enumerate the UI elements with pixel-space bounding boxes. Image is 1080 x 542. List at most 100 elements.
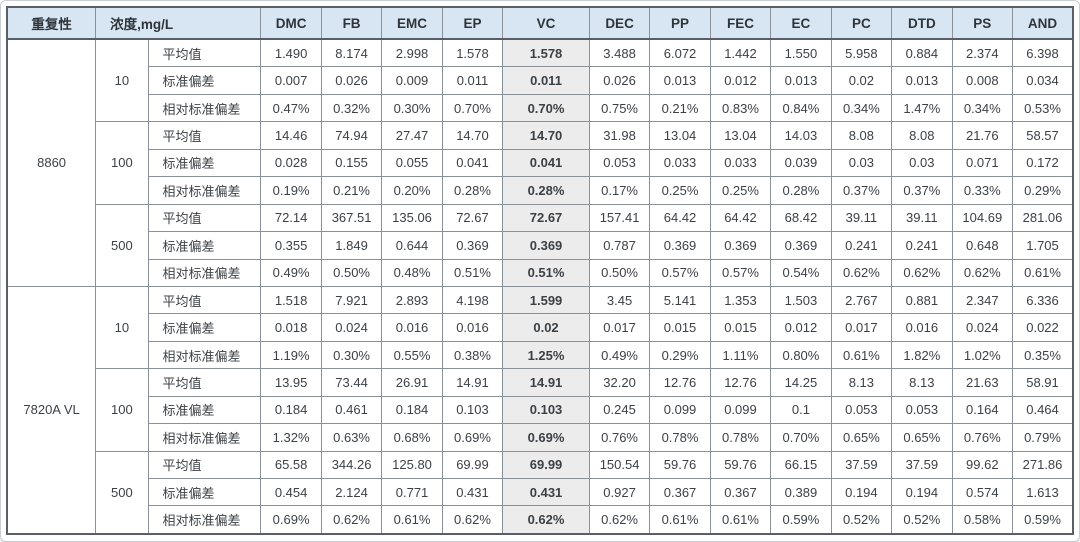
value-cell: 0.011 [441, 66, 504, 95]
table-row: 标准偏差 0.018 0.024 0.016 0.016 0.02 0.017 0.015 0.… [7, 313, 1074, 342]
value-cell: 0.21% [649, 93, 711, 123]
value-cell: 5.958 [830, 38, 893, 68]
value-cell: 0.61% [709, 505, 772, 535]
value-cell: 0.33% [951, 176, 1014, 205]
value-cell: 2.124 [320, 477, 383, 507]
value-cell: 0.009 [381, 66, 443, 95]
value-cell: 281.06 [1012, 203, 1074, 233]
value-cell: 3.488 [588, 38, 651, 68]
value-cell: 0.024 [951, 313, 1014, 342]
metric-label: 相对标准偏差 [147, 423, 262, 452]
value-cell: 14.70 [441, 121, 504, 150]
value-cell: 0.369 [502, 231, 590, 260]
column-header-pp: PP [649, 6, 711, 40]
header-concentration: 浓度,mg/L [95, 6, 262, 40]
value-cell: 0.053 [588, 148, 651, 178]
table-row: 500 平均值 65.58 344.26 125.80 69.99 69.99 150.54 5… [7, 450, 1074, 535]
value-cell: 0.62% [891, 258, 953, 287]
metric-label: 平均值 [147, 285, 262, 315]
table-row: 标准偏差 0.007 0.026 0.009 0.011 0.011 0.026 0.013 0… [7, 66, 1074, 95]
value-cell: 1.47% [891, 93, 953, 123]
value-cell: 0.461 [320, 395, 383, 425]
value-cell: 8.08 [891, 121, 953, 150]
value-cell: 2.998 [381, 38, 443, 68]
metric-label: 平均值 [147, 203, 262, 233]
value-cell: 14.25 [770, 368, 832, 397]
value-cell: 0.164 [951, 395, 1014, 425]
value-cell: 0.155 [320, 148, 383, 178]
value-cell: 1.578 [441, 38, 504, 68]
value-cell: 0.369 [649, 231, 711, 260]
value-cell: 0.69% [260, 505, 322, 535]
value-cell: 2.767 [830, 285, 893, 315]
column-header-dec: DEC [588, 6, 651, 40]
value-cell: 0.02 [502, 313, 590, 342]
value-cell: 21.76 [951, 121, 1014, 150]
value-cell: 0.041 [441, 148, 504, 178]
value-cell: 0.026 [320, 66, 383, 95]
value-cell: 0.012 [709, 66, 772, 95]
value-cell: 0.25% [709, 176, 772, 205]
metric-label: 相对标准偏差 [147, 340, 262, 370]
value-cell: 65.58 [260, 450, 322, 480]
value-cell: 13.04 [649, 121, 711, 150]
value-cell: 0.52% [891, 505, 953, 535]
value-cell: 0.011 [502, 66, 590, 95]
value-cell: 0.103 [502, 395, 590, 425]
metric-label: 平均值 [147, 450, 262, 480]
value-cell: 14.91 [502, 368, 590, 397]
value-cell: 0.016 [381, 313, 443, 342]
value-cell: 0.70% [770, 423, 832, 452]
value-cell: 0.015 [649, 313, 711, 342]
value-cell: 0.50% [320, 258, 383, 287]
value-cell: 125.80 [381, 450, 443, 480]
table-row: 7820A VL 10 平均值 1.518 7.921 2.893 4.198 1.599 3.… [6, 285, 1074, 535]
concentration-cell: 100 [95, 121, 149, 205]
value-cell: 0.369 [770, 231, 832, 260]
column-header-vc: VC [502, 6, 590, 40]
value-cell: 1.705 [1012, 231, 1074, 260]
column-header-fb: FB [320, 6, 383, 40]
value-cell: 0.013 [891, 66, 953, 95]
value-cell: 0.028 [260, 148, 322, 178]
value-cell: 0.648 [951, 231, 1014, 260]
value-cell: 1.25% [502, 340, 590, 370]
value-cell: 0.37% [891, 176, 953, 205]
value-cell: 72.67 [441, 203, 504, 233]
value-cell: 0.80% [770, 340, 832, 370]
value-cell: 0.30% [381, 93, 443, 123]
value-cell: 0.62% [830, 258, 893, 287]
table-row: 标准偏差 0.355 1.849 0.644 0.369 0.369 0.787 0.369 0… [7, 231, 1074, 260]
value-cell: 68.42 [770, 203, 832, 233]
value-cell: 0.49% [588, 340, 651, 370]
value-cell: 12.76 [649, 368, 711, 397]
value-cell: 0.389 [770, 477, 832, 507]
value-cell: 0.70% [441, 93, 504, 123]
column-header-dmc: DMC [260, 6, 322, 40]
value-cell: 0.25% [649, 176, 711, 205]
value-cell: 37.59 [891, 450, 953, 480]
value-cell: 2.347 [951, 285, 1014, 315]
value-cell: 0.041 [502, 148, 590, 178]
value-cell: 0.63% [320, 423, 383, 452]
value-cell: 0.65% [830, 423, 893, 452]
value-cell: 0.70% [502, 93, 590, 123]
value-cell: 271.86 [1012, 450, 1074, 480]
value-cell: 1.490 [260, 38, 322, 68]
concentration-cell: 10 [95, 285, 149, 370]
value-cell: 0.51% [502, 258, 590, 287]
repeatability-table: 重复性 浓度,mg/L DMC FB EMC EP VC DEC PP FEC EC PC DTD P… [6, 6, 1074, 535]
value-cell: 104.69 [951, 203, 1014, 233]
value-cell: 4.198 [441, 285, 504, 315]
value-cell: 0.32% [320, 93, 383, 123]
value-cell: 0.033 [709, 148, 772, 178]
value-cell: 0.033 [649, 148, 711, 178]
value-cell: 69.99 [441, 450, 504, 480]
value-cell: 21.63 [951, 368, 1014, 397]
column-header-and: AND [1012, 6, 1074, 40]
value-cell: 8.174 [320, 38, 383, 68]
value-cell: 0.099 [709, 395, 772, 425]
table-body: 8860 10 平均值 1.490 8.174 2.998 1.578 1.578 3.488 6… [6, 38, 1074, 535]
column-header-ps: PS [951, 6, 1014, 40]
